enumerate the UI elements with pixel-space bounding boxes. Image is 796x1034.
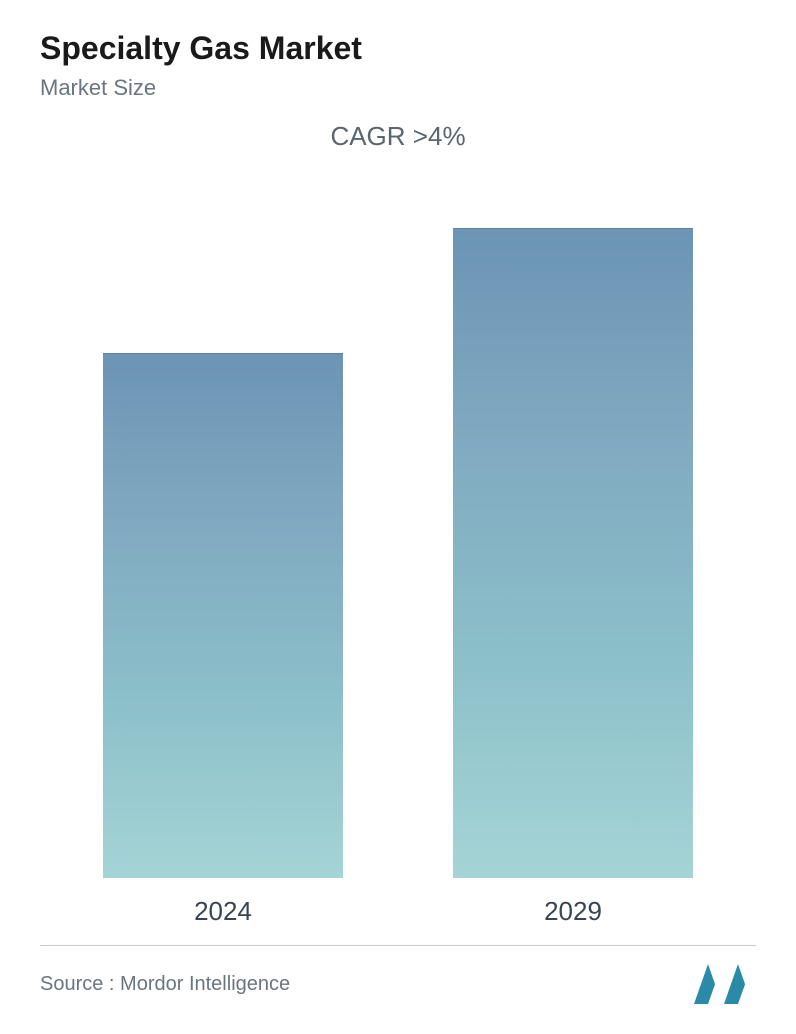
bar-2029: [453, 228, 693, 878]
cagr-indicator: CAGR >4%: [40, 121, 756, 152]
bar-label-2029: 2029: [544, 896, 602, 945]
bar-label-2024: 2024: [194, 896, 252, 945]
bar-chart: 2024 2029: [40, 162, 756, 945]
bar-group-2024: 2024: [103, 353, 343, 945]
cagr-label: CAGR: [330, 121, 405, 151]
page-subtitle: Market Size: [40, 75, 756, 101]
mordor-logo-icon: [694, 964, 756, 1004]
chart-container: Specialty Gas Market Market Size CAGR >4…: [0, 0, 796, 1034]
bar-2024: [103, 353, 343, 878]
bar-group-2029: 2029: [453, 228, 693, 945]
page-title: Specialty Gas Market: [40, 30, 756, 67]
footer: Source : Mordor Intelligence: [40, 946, 756, 1014]
source-attribution: Source : Mordor Intelligence: [40, 973, 290, 996]
cagr-value: >4%: [413, 121, 466, 151]
